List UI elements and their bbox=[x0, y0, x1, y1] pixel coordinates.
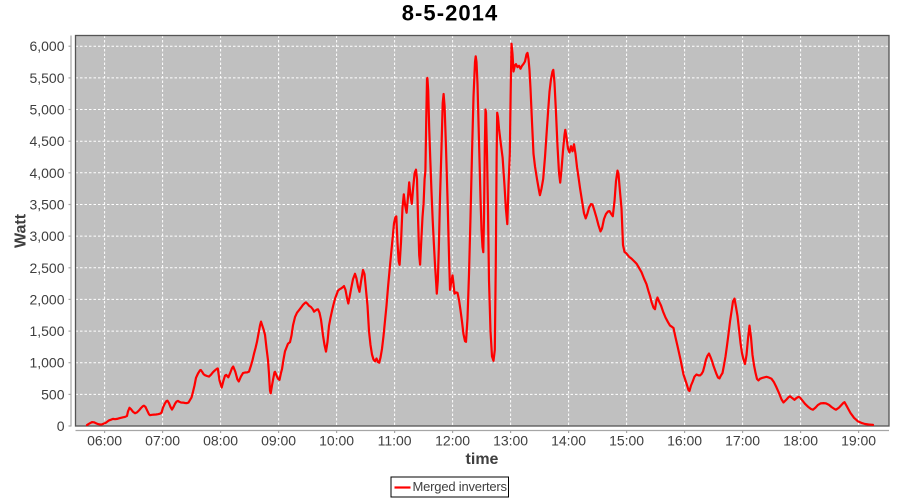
svg-text:Merged inverters: Merged inverters bbox=[413, 479, 508, 494]
svg-text:15:00: 15:00 bbox=[609, 433, 644, 449]
svg-text:4,000: 4,000 bbox=[29, 165, 64, 181]
svg-text:6,000: 6,000 bbox=[29, 38, 64, 54]
svg-text:3,500: 3,500 bbox=[29, 197, 64, 213]
svg-text:1,500: 1,500 bbox=[29, 323, 64, 339]
svg-text:500: 500 bbox=[41, 386, 65, 402]
svg-text:09:00: 09:00 bbox=[261, 433, 296, 449]
svg-text:11:00: 11:00 bbox=[378, 433, 412, 449]
svg-text:5,000: 5,000 bbox=[29, 102, 64, 118]
svg-text:13:00: 13:00 bbox=[493, 433, 528, 449]
svg-text:0: 0 bbox=[57, 418, 65, 434]
svg-text:06:00: 06:00 bbox=[87, 433, 122, 449]
svg-text:4,500: 4,500 bbox=[29, 133, 64, 149]
svg-text:2,000: 2,000 bbox=[29, 291, 64, 307]
svg-text:17:00: 17:00 bbox=[725, 433, 760, 449]
svg-text:time: time bbox=[466, 451, 499, 468]
svg-text:07:00: 07:00 bbox=[145, 433, 180, 449]
svg-text:08:00: 08:00 bbox=[203, 433, 238, 449]
svg-text:2,500: 2,500 bbox=[29, 260, 64, 276]
svg-text:12:00: 12:00 bbox=[435, 433, 470, 449]
svg-text:14:00: 14:00 bbox=[551, 433, 586, 449]
svg-text:16:00: 16:00 bbox=[667, 433, 702, 449]
svg-text:10:00: 10:00 bbox=[319, 433, 354, 449]
svg-text:Watt: Watt bbox=[13, 213, 30, 248]
svg-text:1,000: 1,000 bbox=[29, 355, 64, 371]
svg-text:18:00: 18:00 bbox=[783, 433, 818, 449]
svg-text:19:00: 19:00 bbox=[841, 433, 876, 449]
svg-text:3,000: 3,000 bbox=[29, 228, 64, 244]
svg-text:5,500: 5,500 bbox=[29, 70, 64, 86]
svg-text:8-5-2014: 8-5-2014 bbox=[402, 1, 498, 26]
